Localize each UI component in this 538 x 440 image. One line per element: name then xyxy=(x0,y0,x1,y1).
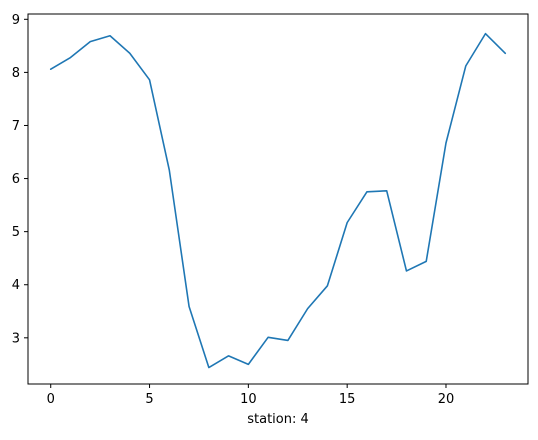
plot-frame xyxy=(27,13,529,385)
data-point xyxy=(188,306,190,308)
y-tick-label: 6 xyxy=(12,172,20,187)
y-tick-label: 8 xyxy=(12,66,20,81)
data-point xyxy=(386,190,388,192)
x-tick-label: 5 xyxy=(145,392,153,407)
y-tick-label: 4 xyxy=(12,278,20,293)
series-line xyxy=(49,32,507,369)
data-point xyxy=(228,355,230,357)
series-layer xyxy=(49,32,507,369)
data-point xyxy=(485,33,487,35)
data-point xyxy=(248,364,250,366)
y-tick-label: 9 xyxy=(12,13,20,28)
x-tick-label: 15 xyxy=(339,392,356,407)
data-point xyxy=(169,169,171,171)
data-point xyxy=(89,41,91,43)
data-point xyxy=(287,340,289,342)
data-point xyxy=(109,35,111,37)
data-point xyxy=(50,68,52,70)
x-tick-label: 20 xyxy=(438,392,455,407)
data-point xyxy=(327,285,329,287)
data-point xyxy=(346,222,348,224)
plot-background xyxy=(28,14,528,384)
x-axis-label: station: 4 xyxy=(247,412,309,427)
data-point xyxy=(465,65,467,67)
data-point xyxy=(445,142,447,144)
data-point xyxy=(406,270,408,272)
data-point xyxy=(149,79,151,81)
data-point xyxy=(366,191,368,193)
data-point xyxy=(504,52,506,54)
ticks-layer: 0 5 10 15 20 3 4 5 6 7 8 9 xyxy=(12,13,455,407)
data-point xyxy=(70,57,72,59)
data-point xyxy=(208,367,210,369)
y-tick-label: 3 xyxy=(12,331,20,346)
y-tick-label: 5 xyxy=(12,225,20,240)
x-tick-label: 10 xyxy=(240,392,257,407)
data-point xyxy=(425,261,427,263)
data-point xyxy=(267,336,269,338)
x-tick-label: 0 xyxy=(47,392,55,407)
data-point xyxy=(307,308,309,310)
data-point xyxy=(129,52,131,54)
y-tick-label: 7 xyxy=(12,119,20,134)
